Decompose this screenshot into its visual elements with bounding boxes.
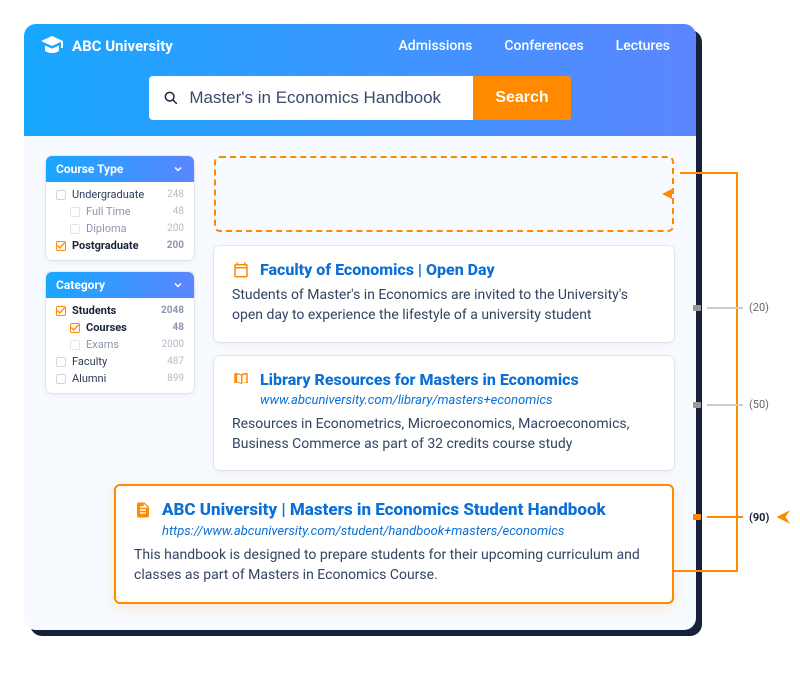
rank-annot-20: (20) [693, 301, 769, 314]
facet-count: 48 [173, 322, 184, 333]
facet-label: Exams [86, 338, 119, 351]
checkbox-icon [56, 357, 66, 367]
checkbox-icon [70, 224, 80, 234]
checkbox-icon [70, 340, 80, 350]
checkbox-icon [70, 323, 80, 333]
search-input[interactable] [183, 88, 473, 108]
result-desc: Resources in Econometrics, Microeconomic… [232, 414, 656, 455]
facet-item[interactable]: Exams 2000 [46, 336, 194, 353]
facet-label: Alumni [72, 372, 106, 385]
search-icon [163, 90, 179, 106]
nav-admissions[interactable]: Admissions [399, 38, 473, 54]
search-band: Search [24, 68, 696, 136]
result-url: www.abcuniversity.com/library/masters+ec… [260, 393, 656, 408]
facet-item[interactable]: Full Time 48 [46, 203, 194, 220]
checkbox-icon [70, 207, 80, 217]
search-box: Search [149, 76, 570, 120]
facet-item[interactable]: Students 2048 [46, 302, 194, 319]
result-title: Library Resources for Masters in Economi… [232, 370, 656, 389]
facet-count: 2000 [162, 339, 184, 350]
facet-count: 487 [167, 356, 184, 367]
results-column: Faculty of Economics | Open Day Students… [214, 156, 674, 604]
result-card[interactable]: Library Resources for Masters in Economi… [214, 356, 674, 471]
nav-lectures[interactable]: Lectures [616, 38, 670, 54]
result-url: https://www.abcuniversity.com/student/ha… [162, 524, 654, 539]
checkbox-icon [56, 374, 66, 384]
facet-label: Courses [86, 321, 127, 334]
facet-header[interactable]: Category [46, 272, 194, 298]
rank-annot-90: (90) [693, 508, 793, 526]
grad-cap-icon [40, 34, 64, 58]
facet-count: 2048 [161, 305, 184, 316]
result-title: ABC University | Masters in Economics St… [134, 500, 654, 520]
facet-item[interactable]: Postgraduate 200 [46, 237, 194, 254]
result-title: Faculty of Economics | Open Day [232, 260, 656, 279]
facet-title: Course Type [56, 162, 123, 176]
facet-label: Full Time [86, 205, 131, 218]
facet-label: Undergraduate [72, 188, 144, 201]
calendar-icon [232, 261, 250, 279]
plane-icon [775, 508, 793, 526]
book-icon [232, 370, 250, 388]
facet-list: Students 2048 Courses 48 Exams 2000 Faculty 487… [46, 298, 194, 393]
content-body: Course Type Undergraduate 248 Full Time 48 D… [24, 136, 696, 630]
facet-label: Faculty [72, 355, 107, 368]
result-card[interactable]: Faculty of Economics | Open Day Students… [214, 246, 674, 342]
checkbox-icon [56, 190, 66, 200]
facet-item[interactable]: Undergraduate 248 [46, 186, 194, 203]
document-icon [134, 501, 152, 519]
facet-label: Postgraduate [72, 239, 139, 252]
connector-line [663, 570, 738, 572]
result-desc: This handbook is designed to prepare stu… [134, 545, 654, 586]
facet-count: 48 [173, 206, 184, 217]
facet-list: Undergraduate248Full Time48Diploma200Pos… [46, 182, 194, 260]
facet-title: Category [56, 278, 105, 292]
checkbox-icon [56, 241, 66, 251]
result-placeholder [214, 156, 674, 232]
facet-item[interactable]: Faculty 487 [46, 353, 194, 370]
checkbox-icon [56, 306, 66, 316]
facet-count: 200 [167, 223, 184, 234]
facet-label: Students [72, 304, 116, 317]
topbar: ABC University Admissions Conferences Le… [24, 24, 696, 68]
facet-count: 899 [167, 373, 184, 384]
facet-item[interactable]: Alumni 899 [46, 370, 194, 387]
brand: ABC University [40, 34, 173, 58]
nav-links: Admissions Conferences Lectures [399, 38, 680, 54]
result-desc: Students of Master's in Economics are in… [232, 285, 656, 326]
search-button[interactable]: Search [473, 76, 570, 120]
facet-header[interactable]: Course Type [46, 156, 194, 182]
brand-name: ABC University [72, 37, 173, 55]
arrow-left-icon [658, 186, 674, 202]
facet-count: 200 [167, 240, 184, 251]
facet-count: 248 [167, 189, 184, 200]
facet-item[interactable]: Courses 48 [46, 319, 194, 336]
app-window: ABC University Admissions Conferences Le… [24, 24, 696, 630]
nav-conferences[interactable]: Conferences [504, 38, 583, 54]
facet-item[interactable]: Diploma 200 [46, 220, 194, 237]
chevron-down-icon [172, 163, 184, 175]
facet-label: Diploma [86, 222, 127, 235]
facet-category: Category Students 2048 Courses 48 Exams 2000 F… [46, 272, 194, 393]
chevron-down-icon [172, 279, 184, 291]
facet-course-type: Course Type Undergraduate 248 Full Time 48 D… [46, 156, 194, 260]
connector-line [680, 172, 738, 174]
result-card-highlight[interactable]: ABC University | Masters in Economics St… [114, 484, 674, 604]
rank-annot-50: (50) [693, 398, 769, 411]
